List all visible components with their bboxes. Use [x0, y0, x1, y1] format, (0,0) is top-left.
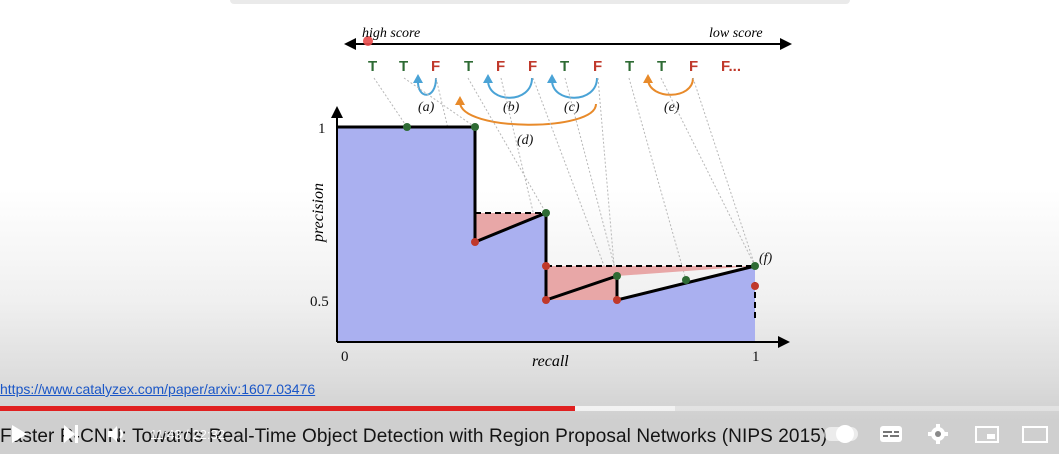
progress-played: [0, 406, 575, 411]
label-a: (a): [418, 100, 435, 115]
low-score-label: low score: [709, 26, 763, 41]
swap-arrow-b: [487, 77, 533, 99]
arrow-head-icon: [455, 96, 465, 105]
label-f: (f): [759, 251, 773, 266]
y-tick: 0.5: [310, 294, 329, 310]
gap-region: [546, 266, 755, 300]
seq-item: F: [593, 58, 602, 75]
arrow-head-icon: [643, 74, 653, 83]
x-axis-arrow-icon: [778, 336, 790, 348]
swap-arrow-d: [459, 101, 597, 126]
tp-point: [403, 123, 411, 131]
seq-item: F: [528, 58, 537, 75]
video-title: Faster R-CNN: Towards Real-Time Object D…: [0, 426, 828, 447]
seq-item: T: [368, 58, 377, 75]
tp-point: [751, 262, 759, 270]
paper-link[interactable]: https://www.catalyzex.com/paper/arxiv:16…: [0, 381, 316, 397]
seq-item: T: [399, 58, 408, 75]
score-arrow-right-icon: [780, 38, 792, 50]
tp-point: [471, 123, 479, 131]
arrow-head-icon: [483, 74, 493, 83]
label-e: (e): [664, 100, 680, 115]
x-axis-label: recall: [532, 353, 569, 370]
tp-point: [542, 209, 550, 217]
time-display: 11:43 / 22:32: [150, 427, 225, 442]
x-tick: 1: [752, 349, 760, 365]
tp-point: [613, 272, 621, 280]
arrow-head-icon: [413, 74, 423, 83]
seq-item: F...: [721, 58, 741, 75]
seq-item: F: [496, 58, 505, 75]
fp-point: [471, 238, 479, 246]
cursor-dot: [363, 36, 373, 46]
swap-arrow-c: [551, 77, 598, 99]
fp-point: [613, 296, 621, 304]
precision-recall-figure: high score low score T T F T F F T F T T…: [310, 26, 792, 370]
subtitles-icon[interactable]: [880, 426, 902, 442]
swap-arrow-a: [416, 77, 437, 96]
high-score-label: high score: [362, 26, 420, 41]
seq-item: T: [625, 58, 634, 75]
seq-item: F: [431, 58, 440, 75]
y-axis-label: precision: [310, 183, 327, 243]
label-b: (b): [503, 100, 520, 115]
label-c: (c): [564, 100, 580, 115]
x-tick: 0: [341, 349, 349, 365]
play-icon[interactable]: [12, 425, 27, 443]
volume-icon[interactable]: [108, 426, 126, 442]
seq-item: T: [464, 58, 473, 75]
label-d: (d): [517, 133, 534, 148]
y-tick: 1: [318, 121, 326, 137]
tp-point: [682, 276, 690, 284]
fp-point: [542, 296, 550, 304]
fp-point: [751, 282, 759, 290]
arrow-head-icon: [547, 74, 557, 83]
settings-icon[interactable]: [928, 424, 948, 444]
next-icon[interactable]: [64, 425, 78, 443]
y-axis-arrow-icon: [331, 106, 343, 118]
seq-item: T: [560, 58, 569, 75]
fp-point: [542, 262, 550, 270]
seq-item: T: [657, 58, 666, 75]
seq-item: F: [689, 58, 698, 75]
score-arrow-left-icon: [344, 38, 356, 50]
miniplayer-icon[interactable]: [975, 426, 999, 443]
theater-icon[interactable]: [1022, 426, 1048, 443]
autoplay-knob: [836, 425, 854, 443]
cropped-heading: [230, 0, 850, 4]
player-controls: Faster R-CNN: Towards Real-Time Object D…: [0, 413, 1059, 454]
swap-arrow-e: [647, 77, 694, 96]
